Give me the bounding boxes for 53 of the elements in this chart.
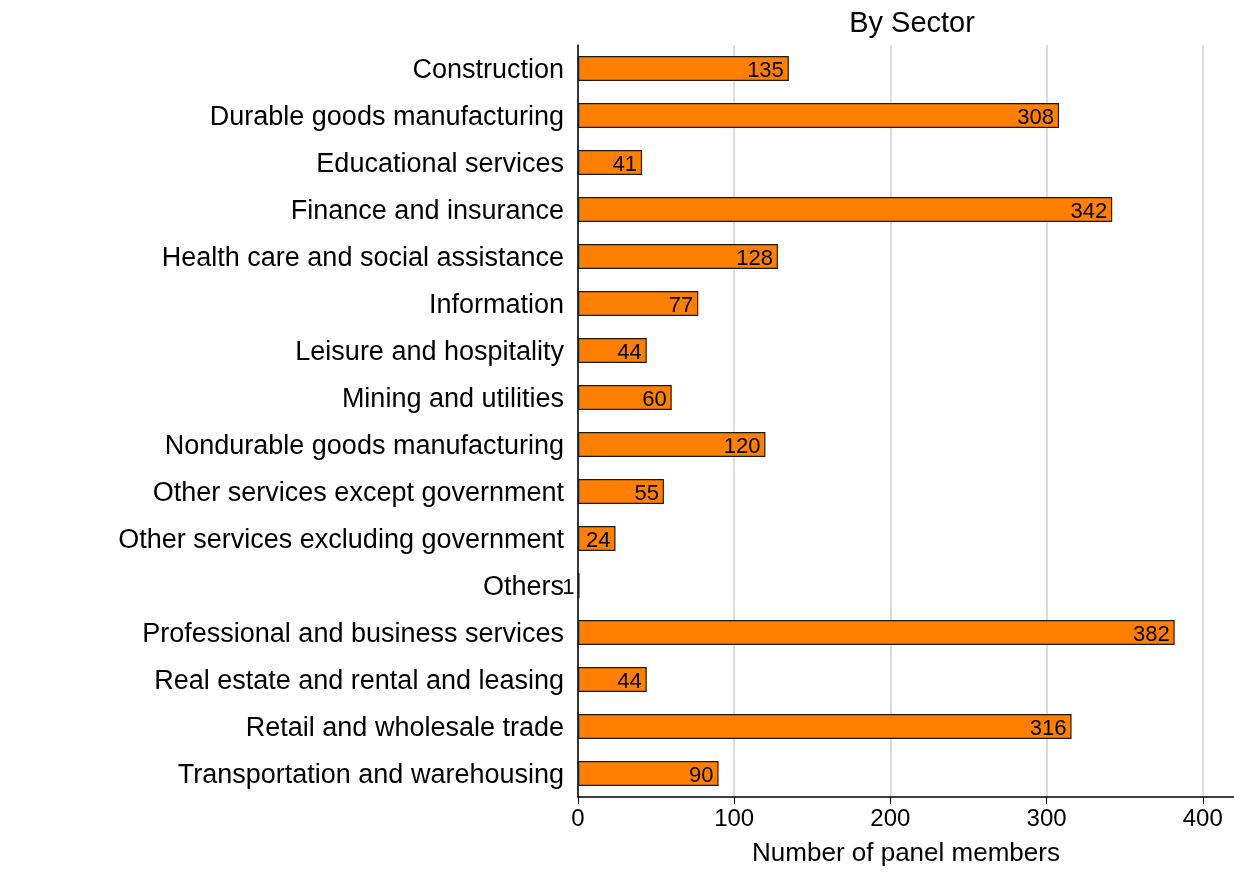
x-tick-label: 100 (714, 803, 755, 831)
y-tick-label: Educational services (316, 147, 564, 178)
bar (578, 761, 719, 786)
y-tick-label: Transportation and warehousing (177, 758, 564, 789)
bar (578, 385, 672, 410)
y-tick-label: Other services except government (152, 476, 565, 507)
y-tick-label: Health care and social assistance (161, 241, 564, 272)
chart-title: By Sector (849, 5, 976, 38)
data-label: 342 (1070, 198, 1108, 223)
y-tick-label: Real estate and rental and leasing (154, 664, 564, 695)
bar (578, 620, 1175, 645)
data-label: 44 (617, 668, 642, 693)
y-tick-label: Other services excluding government (118, 523, 565, 554)
data-label: 120 (723, 433, 761, 458)
x-tick-label: 200 (870, 803, 911, 831)
bar (578, 714, 1072, 739)
bar (578, 291, 699, 316)
bar (578, 432, 766, 457)
data-label: 24 (586, 527, 611, 552)
x-tick-label: 0 (571, 803, 585, 831)
data-label: 1 (562, 574, 575, 599)
y-tick-label: Durable goods manufacturing (209, 100, 564, 131)
data-label: 316 (1029, 715, 1067, 740)
y-tick-label: Professional and business services (142, 617, 564, 648)
data-label: 44 (617, 339, 642, 364)
data-label: 55 (634, 480, 659, 505)
data-label: 135 (747, 57, 784, 82)
bar (578, 244, 778, 269)
y-tick-label: Others (482, 570, 564, 601)
y-tick-label: Construction (412, 53, 564, 84)
y-tick-label: Finance and insurance (290, 194, 564, 225)
bar (578, 667, 647, 692)
y-tick-label: Leisure and hospitality (295, 335, 565, 366)
data-label: 128 (736, 245, 773, 270)
bar (578, 479, 664, 504)
y-tick-label: Mining and utilities (341, 382, 564, 413)
x-axis-title: Number of panel members (752, 837, 1060, 867)
data-label: 41 (612, 151, 638, 176)
y-tick-label: Retail and wholesale trade (245, 711, 564, 742)
bar (578, 150, 643, 175)
data-label: 90 (689, 762, 714, 787)
bar (578, 103, 1060, 128)
data-label: 60 (642, 386, 667, 411)
bar (578, 338, 647, 363)
y-tick-label: Nondurable goods manufacturing (164, 429, 564, 460)
bar (578, 56, 789, 81)
bar (578, 197, 1113, 222)
x-tick-label: 400 (1182, 803, 1223, 831)
data-label: 308 (1017, 104, 1055, 129)
data-label: 77 (668, 292, 694, 317)
y-tick-label: Information (428, 288, 564, 319)
data-label: 382 (1132, 621, 1170, 646)
x-tick-label: 300 (1026, 803, 1067, 831)
